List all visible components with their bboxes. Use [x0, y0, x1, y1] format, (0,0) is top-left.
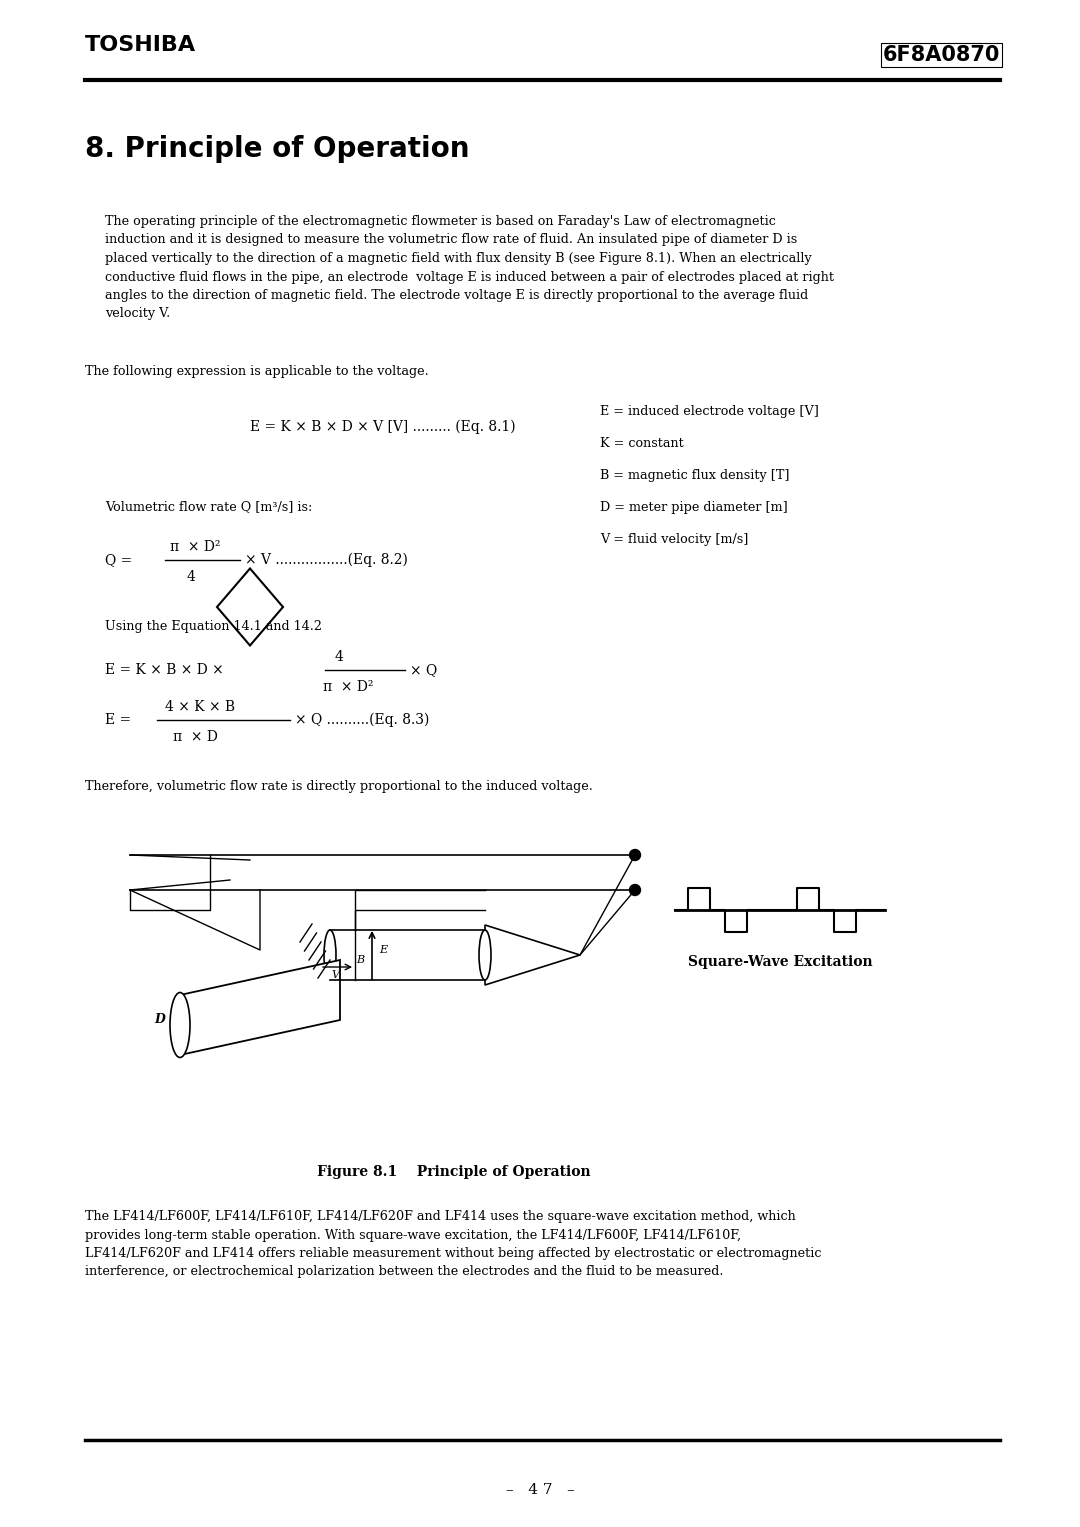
- Text: Figure 8.1    Principle of Operation: Figure 8.1 Principle of Operation: [316, 1165, 591, 1179]
- Text: V: V: [330, 970, 339, 980]
- Text: Square-Wave Excitation: Square-Wave Excitation: [688, 954, 873, 970]
- Text: The LF414/LF600F, LF414/LF610F, LF414/LF620F and LF414 uses the square-wave exci: The LF414/LF600F, LF414/LF610F, LF414/LF…: [85, 1209, 822, 1278]
- Text: E = induced electrode voltage [V]: E = induced electrode voltage [V]: [600, 405, 819, 418]
- Text: 6F8A0870: 6F8A0870: [882, 44, 1000, 66]
- Text: E = K × B × D × V [V] ......... (Eq. 8.1): E = K × B × D × V [V] ......... (Eq. 8.1…: [249, 420, 515, 434]
- Text: π  × D²: π × D²: [170, 541, 220, 554]
- Text: –   4 7   –: – 4 7 –: [505, 1483, 575, 1496]
- Text: Using the Equation 14.1 and 14.2: Using the Equation 14.1 and 14.2: [105, 620, 322, 634]
- Polygon shape: [217, 568, 283, 646]
- Text: Q =: Q =: [105, 553, 132, 567]
- Text: D = meter pipe diameter [m]: D = meter pipe diameter [m]: [600, 501, 787, 515]
- Ellipse shape: [480, 930, 491, 980]
- Text: 8. Principle of Operation: 8. Principle of Operation: [85, 134, 470, 163]
- Polygon shape: [180, 960, 340, 1055]
- Text: D: D: [154, 1014, 165, 1026]
- Polygon shape: [485, 925, 580, 985]
- Text: 4 × K × B: 4 × K × B: [165, 699, 235, 715]
- Ellipse shape: [324, 930, 336, 980]
- Circle shape: [630, 849, 640, 861]
- Text: × V .................(Eq. 8.2): × V .................(Eq. 8.2): [245, 553, 408, 567]
- Ellipse shape: [170, 993, 190, 1058]
- Text: V = fluid velocity [m/s]: V = fluid velocity [m/s]: [600, 533, 748, 547]
- Text: E =: E =: [105, 713, 131, 727]
- Text: π  × D: π × D: [173, 730, 218, 744]
- Text: The operating principle of the electromagnetic flowmeter is based on Faraday's L: The operating principle of the electroma…: [105, 215, 834, 321]
- Text: 4: 4: [335, 651, 343, 664]
- Text: × Q: × Q: [410, 663, 437, 676]
- Text: 4: 4: [187, 570, 195, 583]
- Text: E = K × B × D ×: E = K × B × D ×: [105, 663, 224, 676]
- Text: B: B: [356, 954, 364, 965]
- Text: B = magnetic flux density [T]: B = magnetic flux density [T]: [600, 469, 789, 483]
- Circle shape: [630, 884, 640, 895]
- Text: The following expression is applicable to the voltage.: The following expression is applicable t…: [85, 365, 429, 379]
- Text: π  × D²: π × D²: [323, 680, 374, 693]
- Text: × Q ..........(Eq. 8.3): × Q ..........(Eq. 8.3): [295, 713, 430, 727]
- Text: Therefore, volumetric flow rate is directly proportional to the induced voltage.: Therefore, volumetric flow rate is direc…: [85, 780, 593, 793]
- Text: TOSHIBA: TOSHIBA: [85, 35, 197, 55]
- Text: E: E: [379, 945, 387, 954]
- Text: K = constant: K = constant: [600, 437, 684, 450]
- Text: Volumetric flow rate Q [m³/s] is:: Volumetric flow rate Q [m³/s] is:: [105, 499, 312, 513]
